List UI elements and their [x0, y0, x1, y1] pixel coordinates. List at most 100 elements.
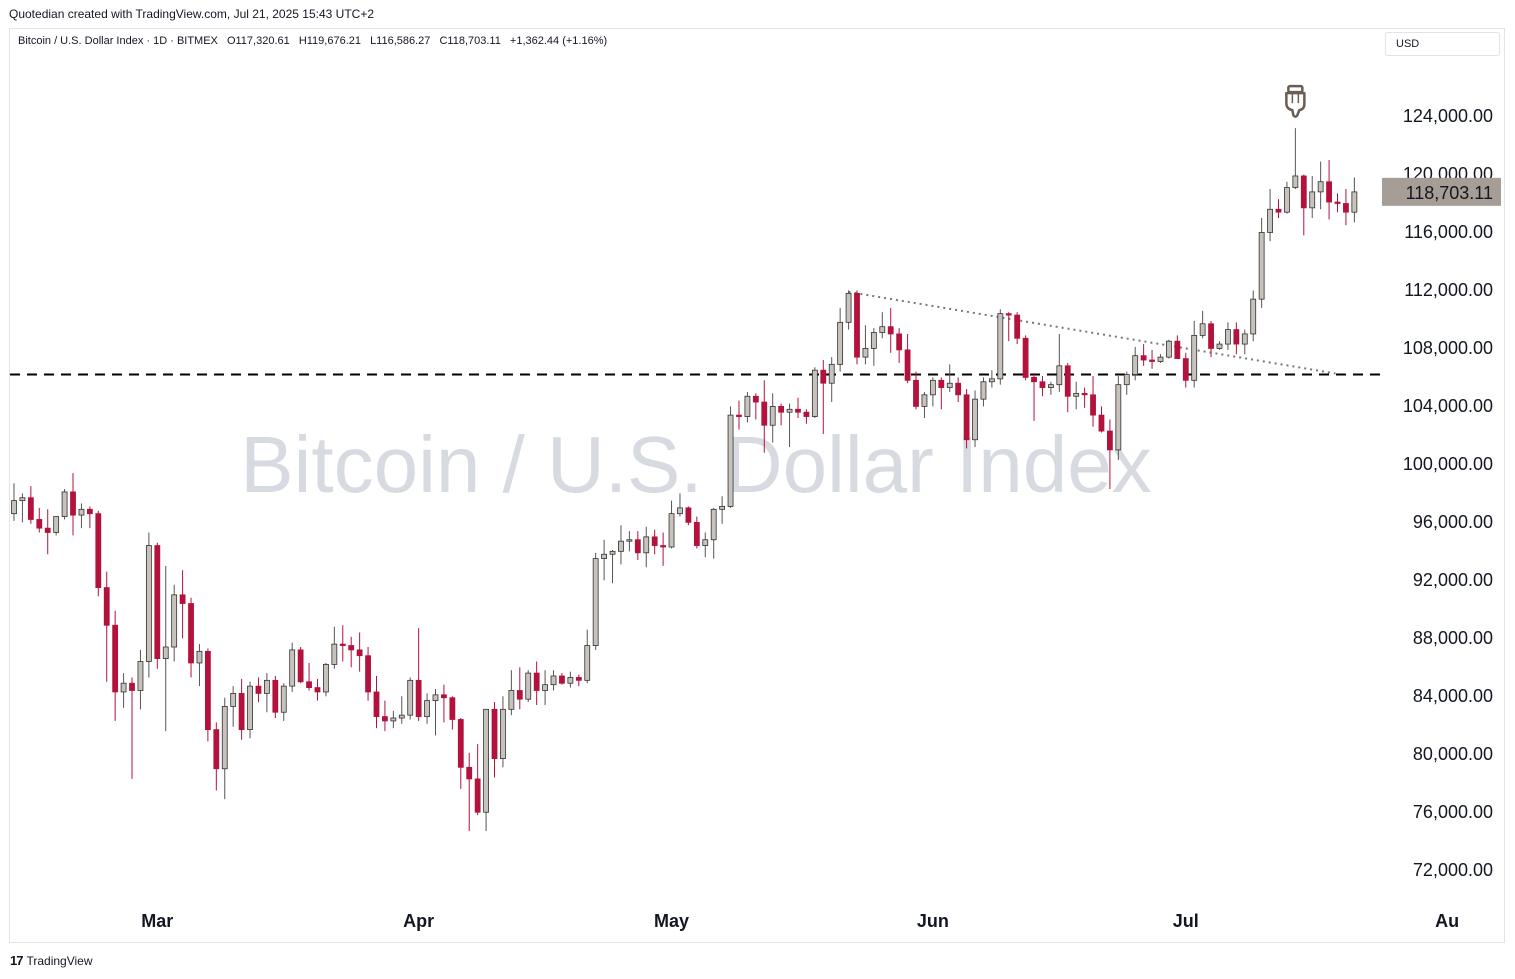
candle[interactable] — [736, 400, 742, 430]
candle[interactable] — [11, 483, 17, 521]
currency-selector[interactable]: USD — [1385, 32, 1500, 56]
candle[interactable] — [795, 397, 801, 419]
candle[interactable] — [618, 525, 624, 565]
candle[interactable] — [1351, 177, 1358, 223]
candle[interactable] — [559, 673, 565, 685]
candle[interactable] — [778, 403, 785, 426]
candle[interactable] — [1123, 371, 1130, 395]
candle[interactable] — [693, 516, 700, 549]
candle[interactable] — [120, 673, 127, 708]
candle[interactable] — [820, 360, 827, 434]
candle[interactable] — [221, 697, 228, 800]
candle[interactable] — [1047, 381, 1054, 395]
candle[interactable] — [407, 677, 414, 720]
candle[interactable] — [1258, 217, 1265, 308]
candle[interactable] — [887, 307, 894, 353]
pointing-hand-icon[interactable] — [1285, 84, 1306, 118]
candle[interactable] — [913, 371, 919, 410]
candle[interactable] — [870, 328, 877, 366]
candle[interactable] — [896, 328, 903, 363]
candle[interactable] — [500, 696, 506, 768]
candle[interactable] — [314, 678, 321, 701]
candle[interactable] — [1241, 329, 1248, 355]
candle[interactable] — [634, 531, 641, 561]
candle[interactable] — [483, 708, 489, 832]
candle[interactable] — [1292, 128, 1299, 189]
candle[interactable] — [786, 403, 793, 447]
candle[interactable] — [1343, 188, 1349, 226]
candle[interactable] — [1199, 310, 1206, 339]
candle[interactable] — [44, 509, 51, 555]
candle[interactable] — [154, 542, 161, 669]
candle[interactable] — [1064, 362, 1071, 413]
candle[interactable] — [592, 552, 599, 650]
candle[interactable] — [1267, 188, 1273, 242]
candle[interactable] — [1233, 322, 1240, 355]
candle[interactable] — [129, 677, 135, 779]
candle[interactable] — [626, 531, 633, 552]
candle[interactable] — [845, 290, 852, 330]
candle[interactable] — [533, 661, 540, 705]
symbol-legend[interactable]: Bitcoin / U.S. Dollar Index · 1D · BITME… — [18, 35, 613, 47]
candle[interactable] — [1149, 349, 1155, 369]
candle[interactable] — [204, 648, 211, 742]
candle[interactable] — [643, 526, 650, 568]
candle[interactable] — [424, 693, 430, 724]
candle[interactable] — [415, 628, 422, 721]
candle[interactable] — [398, 696, 405, 724]
footer-branding[interactable]: 17 TradingView — [10, 953, 93, 968]
candle[interactable] — [432, 689, 439, 736]
candle[interactable] — [803, 409, 810, 424]
candle[interactable] — [19, 493, 26, 523]
candle[interactable] — [1250, 290, 1257, 342]
candle[interactable] — [331, 626, 338, 669]
candle[interactable] — [1098, 406, 1105, 433]
candle[interactable] — [719, 496, 726, 524]
candle[interactable] — [247, 681, 253, 739]
candle[interactable] — [1031, 373, 1037, 421]
candle[interactable] — [449, 696, 456, 730]
candle[interactable] — [921, 391, 928, 419]
candle[interactable] — [980, 377, 987, 407]
candle[interactable] — [145, 532, 152, 678]
candle[interactable] — [938, 377, 945, 410]
candle[interactable] — [491, 702, 498, 778]
candle[interactable] — [373, 675, 380, 729]
candle[interactable] — [1081, 387, 1088, 408]
candle[interactable] — [660, 532, 667, 566]
candle[interactable] — [1107, 419, 1113, 490]
candle[interactable] — [297, 647, 304, 684]
candle[interactable] — [1014, 312, 1021, 345]
candle[interactable] — [162, 565, 169, 732]
candle[interactable] — [1005, 312, 1012, 342]
candle[interactable] — [1174, 335, 1181, 359]
candle[interactable] — [213, 722, 220, 791]
candle[interactable] — [339, 625, 346, 662]
candle[interactable] — [997, 309, 1004, 385]
candle[interactable] — [188, 597, 194, 678]
candle[interactable] — [1056, 333, 1063, 392]
candle[interactable] — [1309, 175, 1316, 218]
candle[interactable] — [272, 675, 279, 719]
candle[interactable] — [1284, 181, 1290, 214]
candle[interactable] — [609, 549, 616, 584]
candle[interactable] — [1275, 199, 1282, 218]
candle[interactable] — [365, 647, 371, 701]
candle[interactable] — [828, 357, 835, 403]
candle[interactable] — [1166, 339, 1172, 359]
candle[interactable] — [1115, 375, 1122, 461]
candle[interactable] — [306, 662, 312, 691]
candle[interactable] — [280, 683, 287, 721]
candle[interactable] — [837, 307, 844, 372]
candle[interactable] — [854, 290, 860, 365]
candle[interactable] — [1073, 381, 1080, 410]
candle[interactable] — [78, 503, 85, 529]
candle[interactable] — [1300, 174, 1307, 236]
candle[interactable] — [466, 752, 473, 832]
candle[interactable] — [710, 507, 717, 559]
candle[interactable] — [1191, 320, 1198, 388]
candle[interactable] — [196, 644, 203, 687]
candle[interactable] — [963, 389, 970, 449]
candle[interactable] — [1317, 161, 1324, 210]
candle[interactable] — [752, 393, 759, 420]
